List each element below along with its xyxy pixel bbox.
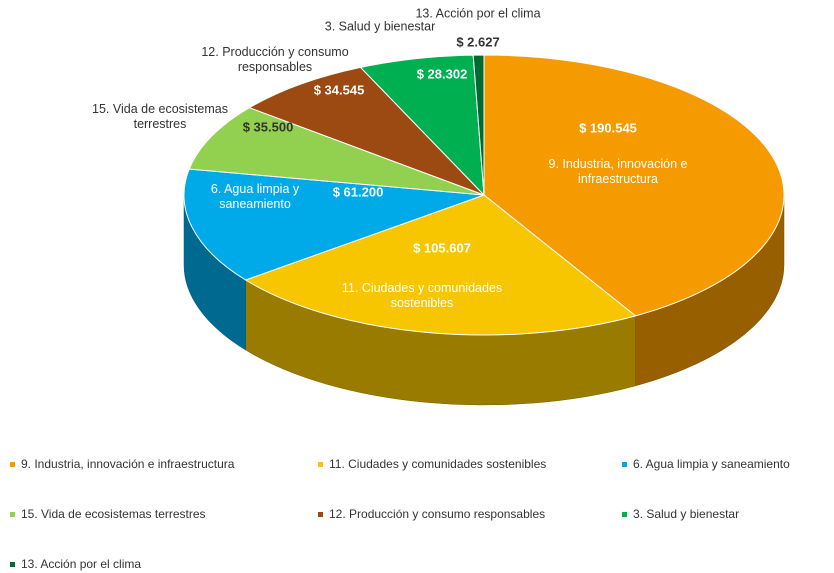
legend-label: 3. Salud y bienestar [633, 507, 740, 521]
legend-item: 13. Acción por el clima [10, 557, 141, 571]
slice [472, 54, 485, 196]
slice-label: 12. Producción y consumo responsables [201, 45, 349, 74]
legend-swatch [10, 511, 15, 517]
slice-label: 11. Ciudades y comunidades sostenibles [341, 281, 503, 310]
slice [244, 194, 637, 336]
legend-item: 12. Producción y consumo responsables [318, 507, 545, 521]
legend-swatch [622, 511, 627, 517]
legend-swatch [318, 461, 323, 467]
slice [248, 66, 485, 196]
legend-swatch [10, 561, 15, 567]
legend-item: 6. Agua limpia y saneamiento [622, 457, 790, 471]
value-label: $ 34.545 [313, 82, 365, 98]
legend-label: 11. Ciudades y comunidades sostenibles [329, 457, 547, 471]
value-label: $ 190.545 [579, 120, 637, 136]
slice-label: 6. Agua limpia y saneamiento [210, 182, 300, 211]
legend-label: 6. Agua limpia y saneamiento [633, 457, 790, 471]
slice [359, 54, 485, 197]
legend-label: 15. Vida de ecosistemas terrestres [21, 507, 206, 521]
slice-label: 9. Industria, innovación e infraestructu… [548, 157, 688, 186]
value-label: $ 28.302 [416, 66, 468, 82]
value-label: $ 35.500 [242, 119, 294, 135]
legend-label: 13. Acción por el clima [21, 557, 142, 571]
slice [183, 168, 485, 281]
slice-label: 3. Salud y bienestar [324, 19, 436, 34]
legend-label: 9. Industria, innovación e infraestructu… [21, 457, 235, 471]
legend-swatch [10, 461, 15, 467]
slice-label: 13. Acción por el clima [415, 6, 541, 21]
legend-label: 12. Producción y consumo responsables [329, 507, 546, 521]
legend-item: 3. Salud y bienestar [622, 507, 739, 521]
slice [483, 54, 785, 317]
legend-item: 9. Industria, innovación e infraestructu… [10, 457, 234, 471]
slice-label: 15. Vida de ecosistemas terrestres [92, 102, 228, 131]
slice [188, 107, 485, 196]
legend-item: 15. Vida de ecosistemas terrestres [10, 507, 206, 521]
legend-item: 11. Ciudades y comunidades sostenibles [318, 457, 546, 471]
legend-swatch [622, 461, 627, 467]
legend-swatch [318, 511, 323, 517]
value-label: $ 2.627 [456, 34, 500, 50]
value-label: $ 105.607 [413, 240, 471, 256]
value-label: $ 61.200 [332, 184, 384, 200]
